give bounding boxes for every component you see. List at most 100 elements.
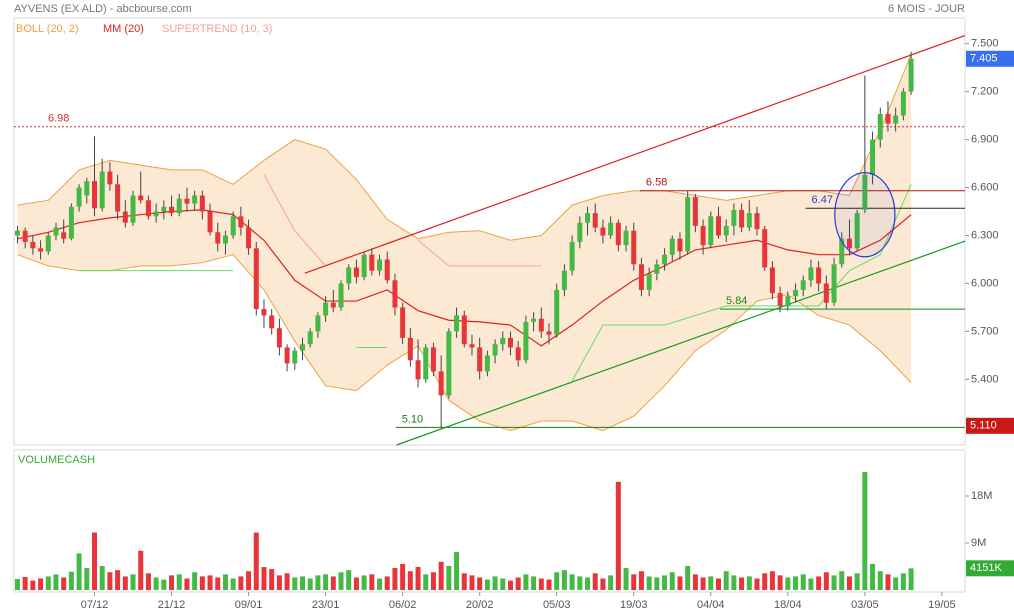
candle-body bbox=[592, 213, 598, 228]
volume-bar bbox=[238, 576, 244, 590]
candle-body bbox=[430, 347, 436, 372]
y-tick-label: 6.300 bbox=[971, 229, 999, 241]
volume-bar bbox=[731, 575, 737, 590]
level-label: 5.110 bbox=[970, 420, 997, 432]
candle-body bbox=[323, 302, 329, 316]
level-label: 5.84 bbox=[726, 295, 747, 307]
candle-body bbox=[246, 227, 252, 249]
candle-body bbox=[192, 195, 198, 204]
candle-body bbox=[577, 222, 583, 242]
volume-bar bbox=[654, 577, 660, 590]
volume-bar bbox=[315, 575, 321, 590]
candle-body bbox=[22, 230, 28, 242]
candle-body bbox=[330, 302, 336, 308]
volume-bar bbox=[839, 571, 845, 590]
chart-title: AYVENS (EX ALD) - abcbourse.com bbox=[14, 3, 192, 15]
candle-body bbox=[269, 315, 275, 329]
volume-bar bbox=[115, 570, 121, 590]
volume-bar bbox=[785, 577, 791, 590]
candle-body bbox=[623, 230, 629, 246]
candle-body bbox=[893, 115, 899, 124]
volume-bar bbox=[423, 574, 429, 590]
volume-bar bbox=[800, 574, 806, 590]
boll-lower bbox=[17, 254, 912, 432]
volume-bar bbox=[638, 571, 644, 590]
volume-bar bbox=[14, 579, 20, 590]
candle-body bbox=[870, 139, 876, 175]
volume-bar bbox=[685, 565, 691, 590]
candle-body bbox=[908, 58, 914, 92]
period: 6 MOIS - JOUR bbox=[888, 3, 965, 15]
volume-bar bbox=[531, 576, 537, 590]
volume-bar bbox=[662, 575, 668, 590]
candle-body bbox=[438, 371, 444, 396]
volume-bar bbox=[215, 577, 221, 590]
candle-body bbox=[854, 213, 860, 249]
candle-body bbox=[823, 283, 829, 303]
volume-bar bbox=[161, 579, 167, 590]
candle-body bbox=[361, 254, 367, 278]
volume-bar bbox=[631, 574, 637, 590]
candle-body bbox=[492, 344, 498, 356]
volume-bar bbox=[353, 577, 359, 590]
candle-body bbox=[346, 267, 352, 284]
volume-bar bbox=[45, 576, 51, 590]
volume-bar bbox=[22, 576, 28, 590]
volume-bar bbox=[261, 567, 267, 590]
volume-bar bbox=[400, 563, 406, 590]
x-tick-label: 05/03 bbox=[543, 599, 571, 611]
volume-bar bbox=[415, 567, 421, 590]
x-tick-label: 07/12 bbox=[81, 599, 109, 611]
candle-body bbox=[307, 331, 313, 345]
volume-bar bbox=[877, 571, 883, 590]
candle-body bbox=[338, 283, 344, 308]
candle-body bbox=[84, 181, 90, 196]
level-box bbox=[966, 417, 1014, 434]
volume-bar bbox=[292, 577, 298, 590]
volume-bar bbox=[99, 565, 105, 590]
candle-body bbox=[708, 216, 714, 246]
y-tick-label: 6.000 bbox=[971, 277, 999, 289]
candle-body bbox=[30, 241, 36, 249]
candle-body bbox=[700, 225, 706, 246]
volume-bar bbox=[76, 553, 82, 590]
x-tick-label: 21/12 bbox=[158, 599, 186, 611]
volume-bar bbox=[38, 578, 44, 590]
candle-body bbox=[61, 232, 67, 239]
candle-body bbox=[646, 273, 652, 290]
volume-bar bbox=[569, 574, 575, 590]
highlight-ellipse bbox=[834, 172, 896, 258]
candle-body bbox=[515, 347, 521, 361]
candle-body bbox=[38, 248, 44, 252]
volume-bar bbox=[885, 574, 891, 590]
candle-body bbox=[754, 213, 760, 230]
volume-bar bbox=[138, 550, 144, 590]
volume-bar bbox=[207, 575, 213, 590]
volume-bar bbox=[854, 573, 860, 590]
volume-bar bbox=[222, 574, 228, 590]
volume-bar bbox=[338, 572, 344, 590]
candle-body bbox=[400, 307, 406, 338]
candle-body bbox=[654, 264, 660, 274]
volume-bar bbox=[600, 578, 606, 590]
volume-bar bbox=[846, 576, 852, 590]
volume-bar bbox=[831, 575, 837, 590]
volume-bar bbox=[107, 572, 113, 590]
candle-body bbox=[253, 248, 259, 310]
last-price-box bbox=[966, 50, 1014, 67]
candle-body bbox=[523, 321, 529, 361]
candle-body bbox=[662, 254, 668, 265]
candle-body bbox=[215, 232, 221, 244]
candle-body bbox=[153, 211, 159, 217]
volume-bar bbox=[323, 574, 329, 590]
candle-body bbox=[877, 113, 883, 140]
volume-title: VOLUMECASH bbox=[18, 454, 95, 466]
candle-body bbox=[816, 267, 822, 284]
candle-body bbox=[785, 296, 791, 306]
volume-bar bbox=[708, 576, 714, 590]
volume-tick-label: 18M bbox=[971, 490, 992, 502]
volume-bar bbox=[361, 575, 367, 590]
volume-bar bbox=[230, 578, 236, 590]
volume-bar bbox=[407, 571, 413, 590]
